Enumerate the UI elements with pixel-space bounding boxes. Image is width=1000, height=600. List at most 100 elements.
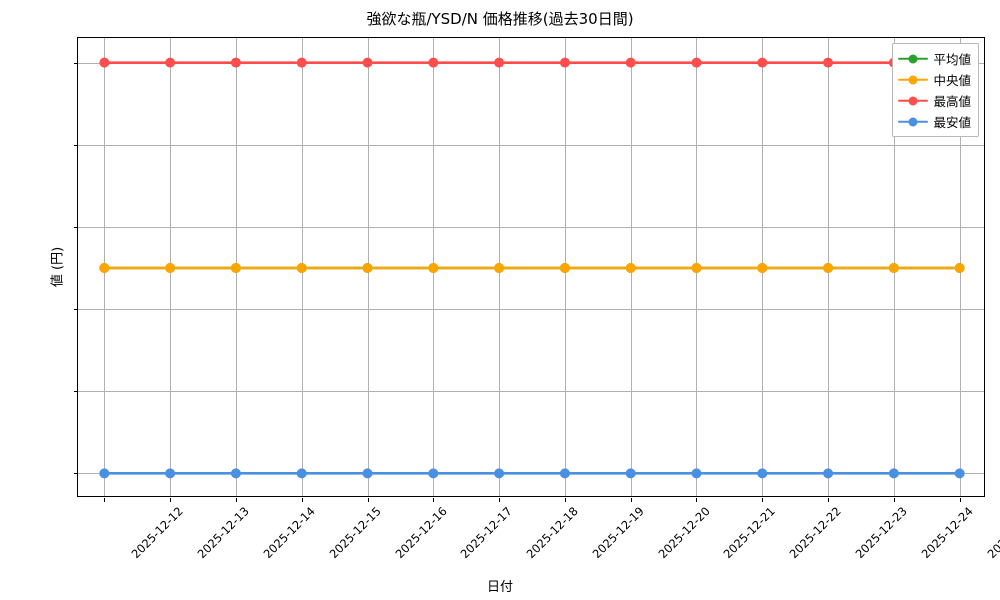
- legend-label: 最高値: [933, 94, 971, 109]
- x-tick-label: 2025-12-18: [523, 504, 581, 562]
- x-tick-label: 2025-12-12: [128, 504, 187, 562]
- legend-marker-dot-icon: [908, 117, 918, 126]
- series-layer: [99, 57, 965, 479]
- data-point: [888, 468, 899, 479]
- data-point: [428, 468, 439, 479]
- legend-swatch-icon: [898, 53, 929, 65]
- data-point: [362, 57, 373, 68]
- data-point: [559, 263, 570, 273]
- data-point: [494, 57, 505, 68]
- data-point: [99, 468, 110, 479]
- data-point: [230, 263, 241, 273]
- series-中央値: [99, 263, 965, 273]
- data-point: [823, 468, 834, 479]
- data-point: [559, 468, 570, 479]
- data-point: [165, 263, 176, 273]
- x-tick-label: 2025-12-22: [786, 504, 845, 562]
- data-point: [691, 57, 702, 68]
- data-point: [823, 57, 834, 68]
- data-point: [165, 468, 176, 479]
- data-point: [691, 468, 702, 479]
- data-point: [296, 57, 307, 68]
- x-tick-label: 2025-12-23: [852, 504, 910, 562]
- x-tick-label: 2025-12-24: [918, 504, 976, 562]
- x-tick-label: 2025-12-14: [260, 504, 318, 562]
- data-point: [494, 468, 505, 479]
- y-tick-mark: [74, 226, 78, 228]
- data-point: [99, 57, 110, 68]
- data-point: [296, 263, 307, 273]
- chart-legend: 平均値中央値最高値最安値: [892, 43, 979, 137]
- x-tick-mark: [828, 498, 830, 502]
- x-tick-mark: [564, 498, 566, 502]
- data-point: [625, 263, 636, 273]
- legend-swatch-icon: [898, 116, 929, 128]
- x-tick-label: 2025-12-20: [655, 504, 713, 562]
- data-point: [888, 263, 899, 273]
- chart-title: 強欲な瓶/YSD/N 価格推移(過去30日間): [366, 10, 634, 28]
- data-point: [494, 263, 505, 273]
- series-最安値: [99, 468, 965, 479]
- x-tick-mark: [301, 498, 303, 502]
- gridline-horizontal: [78, 144, 984, 146]
- legend-swatch-icon: [898, 95, 929, 107]
- data-point: [757, 57, 768, 68]
- x-tick-label: 2025-12-25: [984, 504, 1000, 562]
- x-tick-label: 2025-12-13: [194, 504, 252, 562]
- legend-label: 中央値: [933, 73, 971, 88]
- data-point: [362, 468, 373, 479]
- x-tick-mark: [696, 498, 698, 502]
- data-point: [625, 57, 636, 68]
- series-最高値: [99, 57, 965, 68]
- x-tick-label: 2025-12-17: [457, 504, 516, 562]
- gridline-horizontal: [78, 391, 984, 393]
- y-tick-mark: [74, 309, 78, 311]
- y-tick-mark: [74, 473, 78, 475]
- x-tick-mark: [893, 498, 895, 502]
- data-point: [691, 263, 702, 273]
- gridline-horizontal: [78, 226, 984, 228]
- gridline-horizontal: [78, 309, 984, 311]
- data-point: [362, 263, 373, 273]
- data-point: [428, 263, 439, 273]
- x-tick-mark: [762, 498, 764, 502]
- y-tick-mark: [74, 391, 78, 393]
- data-point: [954, 263, 965, 273]
- data-point: [99, 263, 110, 273]
- data-point: [757, 263, 768, 273]
- legend-marker-dot-icon: [908, 75, 918, 84]
- data-point: [296, 468, 307, 479]
- legend-item-平均値[interactable]: 平均値: [898, 49, 971, 68]
- y-tick-mark: [74, 62, 78, 64]
- x-tick-mark: [630, 498, 632, 502]
- x-tick-label: 2025-12-19: [589, 504, 647, 562]
- legend-item-最安値[interactable]: 最安値: [898, 112, 971, 131]
- x-axis-label: 日付: [486, 580, 513, 595]
- x-tick-mark: [170, 498, 172, 502]
- data-point: [230, 468, 241, 479]
- x-tick-label: 2025-12-16: [392, 504, 450, 562]
- legend-item-中央値[interactable]: 中央値: [898, 70, 971, 89]
- legend-marker-dot-icon: [908, 54, 918, 63]
- x-tick-mark: [367, 498, 369, 502]
- data-point: [954, 468, 965, 479]
- x-tick-mark: [959, 498, 961, 502]
- data-point: [757, 468, 768, 479]
- x-tick-label: 2025-12-15: [326, 504, 384, 562]
- legend-item-最高値[interactable]: 最高値: [898, 91, 971, 110]
- x-tick-mark: [499, 498, 501, 502]
- x-tick-label: 2025-12-21: [721, 504, 779, 562]
- data-point: [625, 468, 636, 479]
- y-axis-label: 値 (円): [50, 246, 66, 288]
- legend-swatch-icon: [898, 74, 929, 86]
- legend-label: 最安値: [933, 115, 971, 130]
- data-point: [230, 57, 241, 68]
- y-tick-mark: [74, 144, 78, 146]
- legend-label: 平均値: [933, 52, 971, 67]
- data-point: [559, 57, 570, 68]
- legend-marker-dot-icon: [908, 96, 918, 105]
- x-tick-mark: [433, 498, 435, 502]
- data-point: [823, 263, 834, 273]
